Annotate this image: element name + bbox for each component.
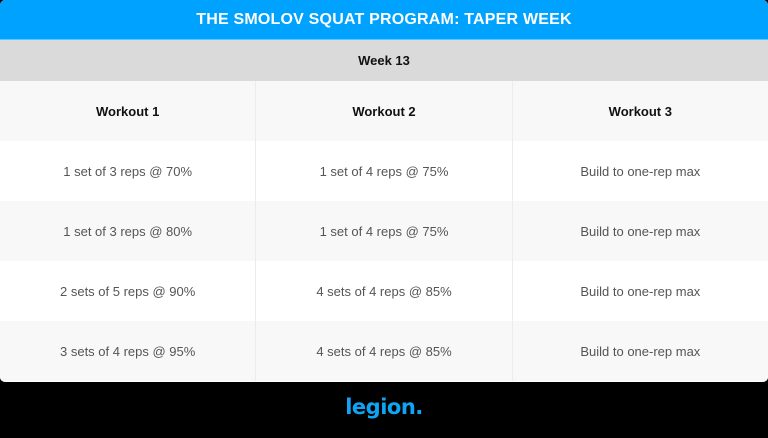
table-row: 2 sets of 5 reps @ 90% 4 sets of 4 reps …	[0, 261, 768, 321]
table-cell: 4 sets of 4 reps @ 85%	[255, 261, 511, 321]
table-title: THE SMOLOV SQUAT PROGRAM: TAPER WEEK	[0, 0, 768, 40]
legion-logo: legion.	[345, 395, 423, 419]
table-cell: 1 set of 3 reps @ 80%	[63, 223, 193, 239]
column-header-workout-1: Workout 1	[96, 103, 160, 119]
table-cell: Build to one-rep max	[511, 201, 768, 261]
program-table-card: THE SMOLOV SQUAT PROGRAM: TAPER WEEK Wee…	[0, 0, 768, 382]
week-label: Week 13	[0, 40, 768, 81]
table-row: 1 set of 3 reps @ 70% 1 set of 4 reps @ …	[0, 141, 768, 201]
table-cell: 2 sets of 5 reps @ 90%	[60, 283, 196, 299]
table-row: 1 set of 3 reps @ 80% 1 set of 4 reps @ …	[0, 201, 768, 261]
table-header-row: Workout 1 Workout 2 Workout 3	[0, 81, 768, 141]
table-cell: Build to one-rep max	[511, 261, 768, 321]
table-cell: 4 sets of 4 reps @ 85%	[255, 321, 511, 381]
table-cell: 1 set of 4 reps @ 75%	[255, 201, 511, 261]
table-cell: 1 set of 4 reps @ 75%	[255, 141, 511, 201]
table-cell: Build to one-rep max	[511, 321, 768, 381]
table-cell: Build to one-rep max	[511, 141, 768, 201]
table-cell: 1 set of 3 reps @ 70%	[63, 163, 193, 179]
column-header-workout-2: Workout 2	[255, 81, 511, 141]
column-header-workout-3: Workout 3	[511, 81, 768, 141]
table-cell: 3 sets of 4 reps @ 95%	[60, 343, 196, 359]
table-row: 3 sets of 4 reps @ 95% 4 sets of 4 reps …	[0, 321, 768, 381]
